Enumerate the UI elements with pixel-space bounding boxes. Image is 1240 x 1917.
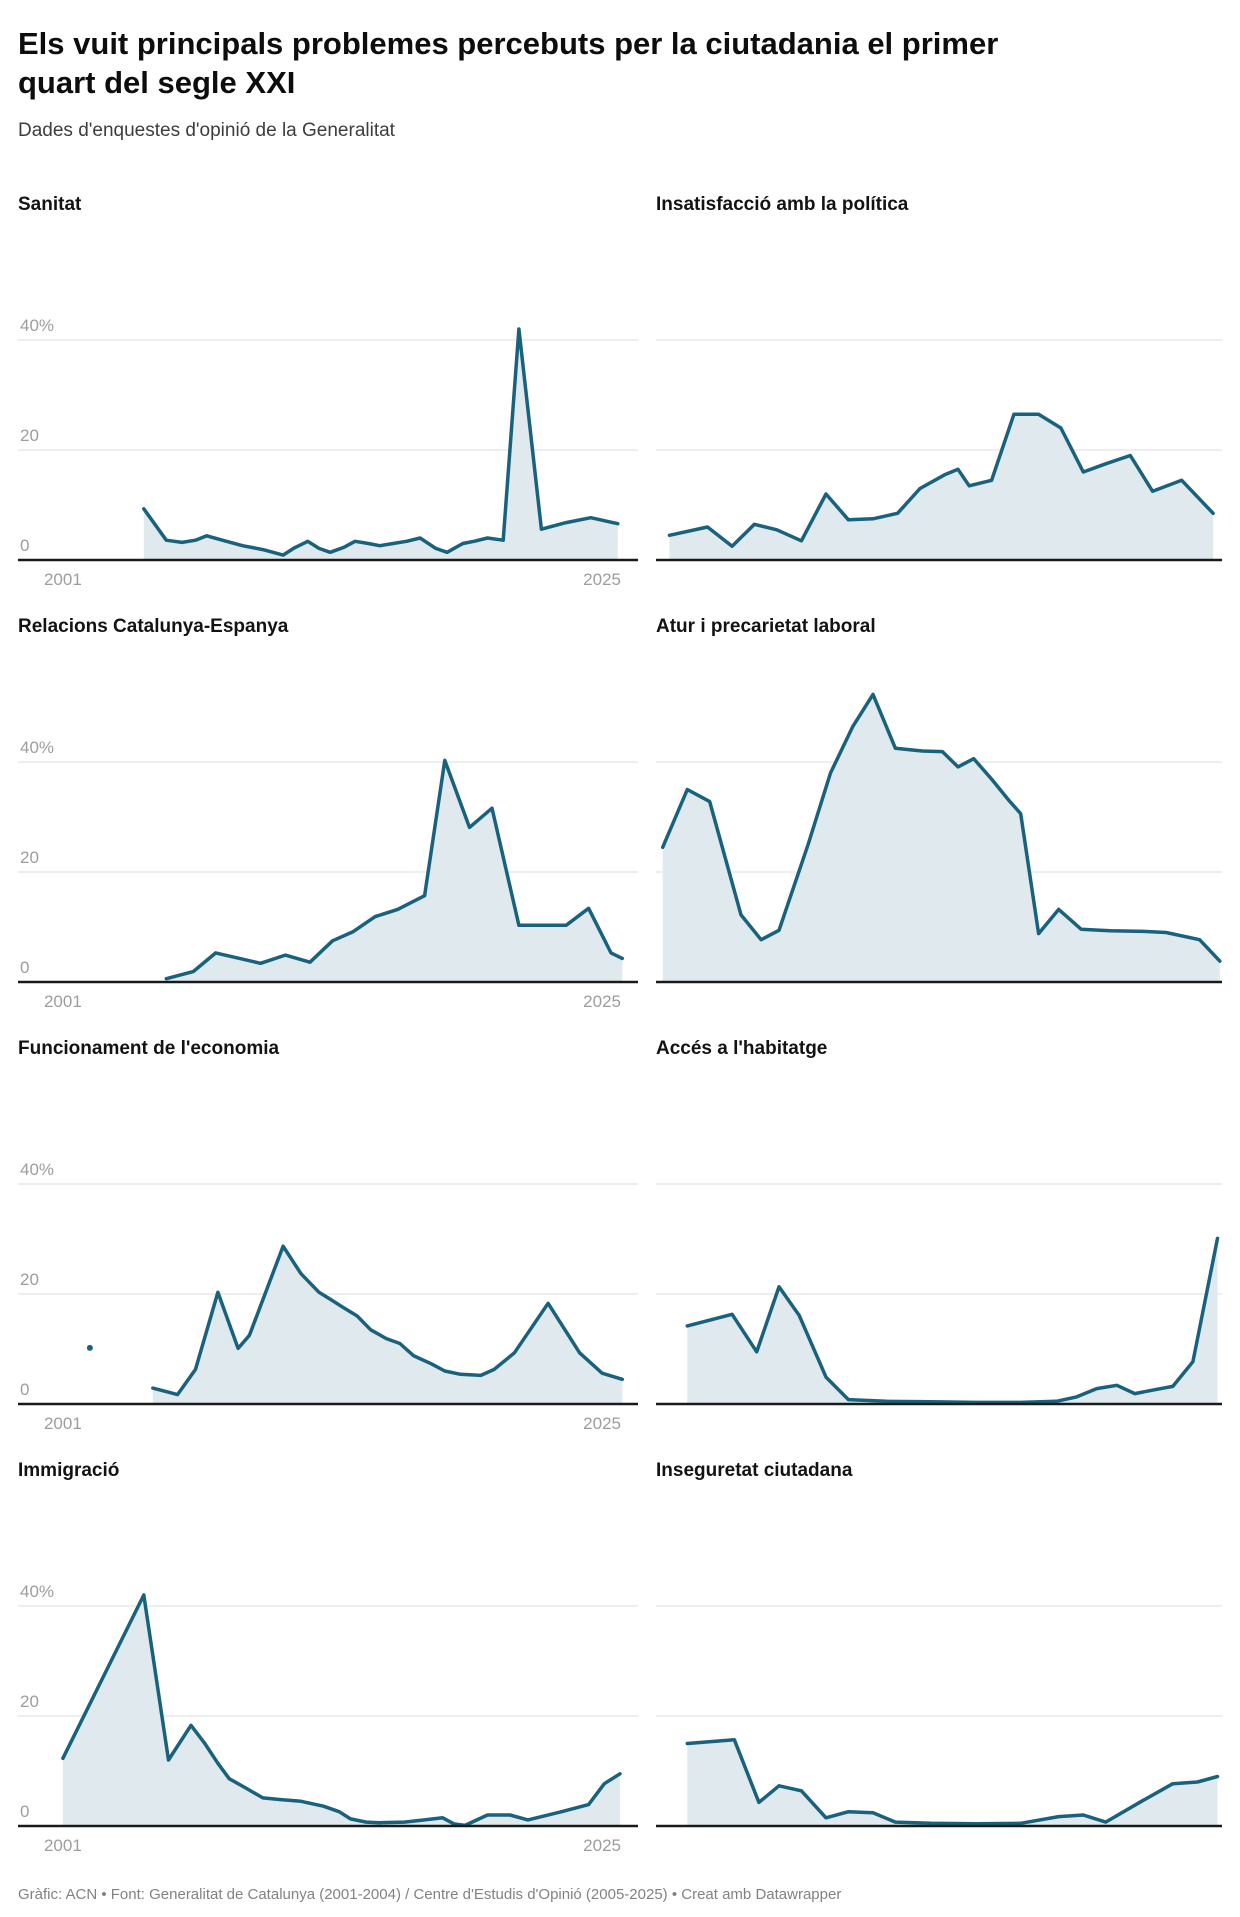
x-axis-labels: 2001 2025 xyxy=(18,1406,638,1438)
data-point-dot xyxy=(86,1344,93,1351)
chart-figure: 40% 20 0 2001 2025 xyxy=(18,1534,638,1860)
chart-figure xyxy=(656,1534,1222,1828)
line-chart-svg xyxy=(656,1605,1222,1828)
chart-title: Insatisfacció amb la política xyxy=(656,194,909,216)
chart-cell-atur: Atur i precarietat laboral xyxy=(656,614,1222,1016)
line-chart-svg xyxy=(656,339,1222,562)
area-fill xyxy=(143,329,618,561)
chart-figure xyxy=(656,1112,1222,1406)
chart-title: Atur i precarietat laboral xyxy=(656,616,876,638)
x-axis-label: 2025 xyxy=(583,992,622,1012)
chart-cell-relacions: Relacions Catalunya-Espanya 40% 20 0 2001 20… xyxy=(18,614,638,1016)
y-axis-label: 0 xyxy=(20,1380,29,1399)
chart-figure: 40% 20 0 2001 2025 xyxy=(18,268,638,594)
y-axis-label: 0 xyxy=(20,958,29,977)
x-axis-labels: 2001 2025 xyxy=(18,984,638,1016)
chart-cell-economia: Funcionament de l'economia 40% 20 0 2001 202… xyxy=(18,1036,638,1438)
chart-cell-immigracio: Immigració 40% 20 0 2001 2025 xyxy=(18,1458,638,1860)
data-line xyxy=(151,1244,625,1397)
line-chart-svg xyxy=(656,692,1222,984)
data-line xyxy=(685,1738,1220,1826)
chart-cell-politica: Insatisfacció amb la política xyxy=(656,192,1222,594)
y-axis-label: 20 xyxy=(20,1270,39,1289)
area-fill xyxy=(669,414,1214,561)
area-fill xyxy=(662,694,1220,983)
chart-title: Relacions Catalunya-Espanya xyxy=(18,616,289,638)
data-line xyxy=(61,1593,622,1828)
x-axis-label: 2025 xyxy=(583,570,622,590)
data-line xyxy=(660,692,1222,963)
chart-figure xyxy=(656,268,1222,562)
y-axis-label: 20 xyxy=(20,848,39,867)
y-axis-label: 20 xyxy=(20,1692,39,1711)
data-line xyxy=(685,1236,1220,1405)
area-fill xyxy=(62,1595,620,1827)
line-chart-svg: 40% 20 0 xyxy=(18,738,638,984)
y-axis-label: 40% xyxy=(20,1160,54,1179)
chart-figure: 40% 20 0 2001 2025 xyxy=(18,1112,638,1438)
charts-grid: Sanitat 40% 20 0 2001 2025 Insatisfacció amb… xyxy=(18,192,1222,1860)
chart-cell-sanitat: Sanitat 40% 20 0 2001 2025 xyxy=(18,192,638,594)
x-axis-label: 2025 xyxy=(583,1836,622,1856)
area-fill xyxy=(166,760,623,983)
x-axis-label: 2025 xyxy=(583,1414,622,1434)
data-line xyxy=(164,758,625,981)
x-axis-labels: 2001 2025 xyxy=(18,1828,638,1860)
chart-figure: 40% 20 0 2001 2025 xyxy=(18,690,638,1016)
area-fill xyxy=(152,1246,623,1405)
y-axis-label: 40% xyxy=(20,1582,54,1601)
chart-figure xyxy=(656,690,1222,984)
chart-cell-inseguretat: Inseguretat ciutadana xyxy=(656,1458,1222,1860)
y-axis-label: 40% xyxy=(20,738,54,757)
data-line xyxy=(667,412,1215,549)
page-subtitle: Dades d'enquestes d'opinió de la General… xyxy=(18,120,395,142)
chart-title: Funcionament de l'economia xyxy=(18,1038,280,1060)
x-axis-labels: 2001 2025 xyxy=(18,562,638,594)
y-axis-label: 0 xyxy=(20,536,29,555)
x-axis-label: 2001 xyxy=(43,570,82,590)
chart-cell-habitatge: Accés a l'habitatge xyxy=(656,1036,1222,1438)
chart-title: Sanitat xyxy=(18,194,82,216)
line-chart-svg: 40% 20 0 xyxy=(18,1160,638,1406)
line-chart-svg: 40% 20 0 xyxy=(18,316,638,562)
y-axis-label: 40% xyxy=(20,316,54,335)
x-axis-label: 2001 xyxy=(43,1414,82,1434)
x-axis-label: 2001 xyxy=(43,1836,82,1856)
y-axis-label: 0 xyxy=(20,1802,29,1821)
chart-title: Inseguretat ciutadana xyxy=(656,1460,853,1482)
chart-title: Accés a l'habitatge xyxy=(656,1038,828,1060)
line-chart-svg xyxy=(656,1183,1222,1406)
data-line xyxy=(142,327,620,557)
footer-credits: Gràfic: ACN • Font: Generalitat de Catal… xyxy=(18,1886,842,1904)
x-axis-label: 2001 xyxy=(43,992,82,1012)
y-axis-label: 20 xyxy=(20,426,39,445)
page-title: Els vuit principals problemes percebuts … xyxy=(18,26,999,101)
area-fill xyxy=(687,1238,1218,1405)
line-chart-svg: 40% 20 0 xyxy=(18,1582,638,1828)
area-fill xyxy=(687,1739,1218,1827)
chart-title: Immigració xyxy=(18,1460,120,1482)
